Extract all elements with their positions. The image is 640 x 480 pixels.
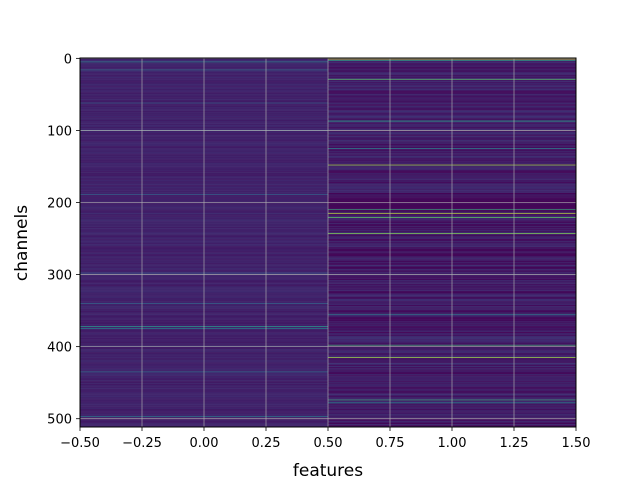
y-tick-label: 100	[47, 124, 72, 139]
y-tick-label: 0	[64, 52, 72, 67]
y-axis: 0 100 200 300 400 500	[47, 52, 80, 428]
x-tick-label: 1.25	[500, 436, 529, 451]
y-tick-label: 200	[47, 197, 72, 212]
x-tick-label: −0.50	[60, 436, 100, 451]
x-tick-label: 0.75	[376, 436, 405, 451]
x-tick-label: 0.50	[314, 436, 343, 451]
x-tick-label: 1.00	[438, 436, 467, 451]
x-tick-label: 1.50	[562, 436, 591, 451]
x-tick-label: −0.25	[122, 436, 162, 451]
x-axis: −0.50 −0.25 0.00 0.25 0.50 0.75 1.00 1.25 1.50	[60, 427, 590, 451]
y-tick-label: 500	[47, 413, 72, 428]
y-tick-label: 300	[47, 269, 72, 284]
y-tick-label: 400	[47, 341, 72, 356]
y-axis-label: channels	[12, 205, 32, 281]
x-axis-label: features	[293, 461, 363, 480]
x-tick-label: 0.00	[190, 436, 219, 451]
x-tick-label: 0.25	[252, 436, 281, 451]
